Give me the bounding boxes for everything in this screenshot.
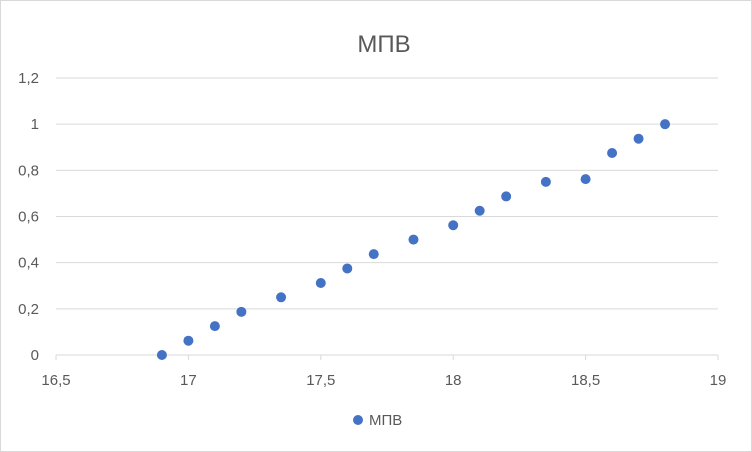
data-point	[236, 306, 247, 317]
data-point	[276, 292, 287, 303]
y-tick-label: 0,6	[18, 209, 39, 226]
y-tick-label: 1	[31, 116, 39, 133]
y-tick-label: 0	[31, 347, 39, 364]
data-point	[501, 191, 512, 202]
gridlines	[56, 77, 718, 310]
data-points	[156, 119, 671, 360]
data-point	[633, 133, 644, 144]
data-point	[540, 176, 551, 187]
data-point	[315, 277, 326, 288]
data-point	[368, 249, 379, 260]
data-point	[448, 220, 459, 231]
x-tick-label: 16,5	[41, 372, 70, 389]
data-point	[209, 321, 220, 332]
data-point	[580, 174, 591, 185]
x-tick-label: 17	[180, 372, 197, 389]
data-point	[408, 234, 419, 245]
x-tick-label: 17,5	[306, 372, 335, 389]
y-tick-label: 0,8	[18, 162, 39, 179]
x-tick-label: 18	[445, 372, 462, 389]
y-tick-label: 0,2	[18, 301, 39, 318]
axes: 0 0,2 0,4 0,6 0,8 1 1,2 16,5 17 17,5 18 18,5 19	[18, 70, 726, 389]
data-point	[156, 350, 167, 360]
data-point	[474, 205, 485, 216]
data-point	[183, 335, 194, 346]
y-tick-label: 1,2	[18, 70, 39, 87]
data-point	[660, 119, 671, 130]
legend-label: МПВ	[369, 412, 402, 429]
legend: МПВ	[353, 412, 402, 429]
chart-title: МПВ	[357, 31, 410, 58]
x-tick-label: 18,5	[571, 372, 600, 389]
x-tick-label: 19	[710, 372, 727, 389]
y-tick-label: 0,4	[18, 255, 39, 272]
legend-marker-icon	[353, 415, 363, 425]
data-point	[607, 148, 618, 159]
data-point	[342, 263, 353, 274]
